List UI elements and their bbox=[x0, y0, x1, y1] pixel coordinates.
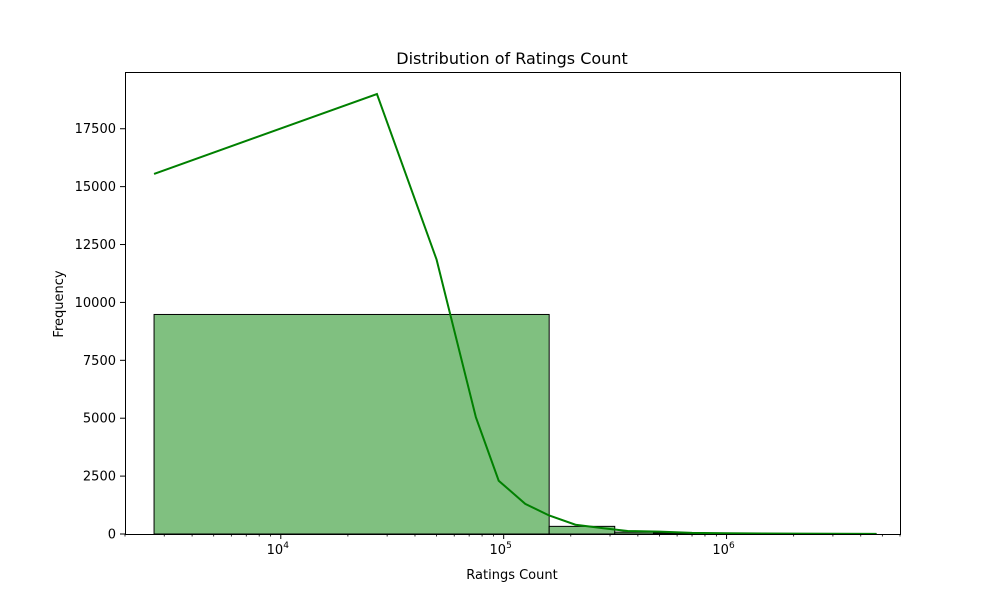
y-axis-label: Frequency bbox=[52, 270, 67, 337]
y-tick-label: 2500 bbox=[83, 470, 116, 485]
histogram-bar-1 bbox=[153, 313, 550, 535]
kde-density-line bbox=[153, 92, 877, 535]
y-tick-label: 15000 bbox=[75, 180, 116, 195]
x-tick-exponent: 5 bbox=[506, 541, 512, 551]
y-tick-label: 0 bbox=[108, 528, 116, 543]
plot-frame bbox=[125, 72, 901, 535]
y-tick-label: 17500 bbox=[75, 122, 116, 137]
histogram-bars bbox=[153, 313, 877, 535]
y-tick-label: 7500 bbox=[83, 354, 116, 369]
x-tick-exponent: 4 bbox=[283, 541, 289, 551]
y-tick-label: 12500 bbox=[75, 238, 116, 253]
x-axis-label: Ratings Count bbox=[466, 568, 557, 583]
y-tick-label: 10000 bbox=[75, 296, 116, 311]
y-tick-label: 5000 bbox=[83, 412, 116, 427]
x-tick-exponent: 6 bbox=[729, 541, 735, 551]
y-axis-ticks: 0 2500 5000 7500 10000 12500 15000 17500 bbox=[75, 122, 125, 543]
chart-title: Distribution of Ratings Count bbox=[396, 49, 627, 68]
